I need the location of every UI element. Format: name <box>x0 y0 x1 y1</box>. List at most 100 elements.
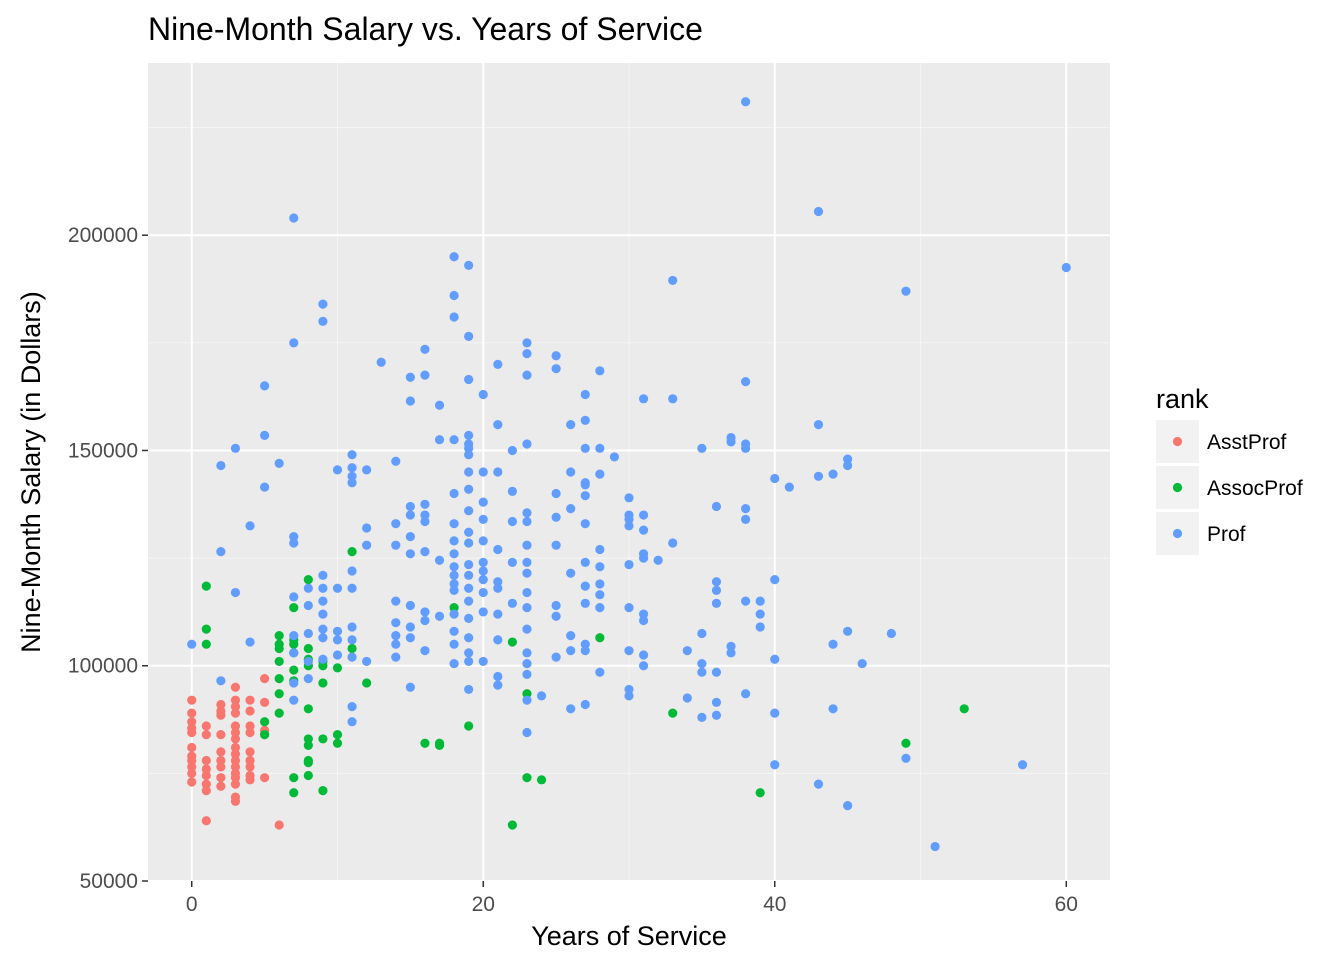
data-point <box>274 656 284 667</box>
data-point <box>274 820 284 830</box>
data-point <box>726 648 736 658</box>
data-point <box>187 639 197 649</box>
data-point <box>362 540 372 550</box>
data-point <box>697 628 707 639</box>
data-point <box>464 656 474 667</box>
data-point <box>755 788 765 798</box>
data-point <box>755 596 765 606</box>
data-point <box>260 717 270 727</box>
data-point <box>274 643 284 654</box>
data-point <box>595 544 605 555</box>
data-point <box>624 559 634 570</box>
data-point <box>770 708 780 718</box>
data-point <box>493 635 503 645</box>
y-tick-label: 150000 <box>68 439 138 462</box>
data-point <box>770 575 780 585</box>
data-point <box>566 704 576 714</box>
data-point <box>580 557 590 568</box>
data-point <box>347 622 357 632</box>
data-point <box>332 465 343 475</box>
data-point <box>391 596 401 606</box>
data-point <box>405 531 415 542</box>
data-point <box>580 443 590 453</box>
x-axis: 0 20 40 60 <box>186 881 1078 916</box>
data-point <box>187 717 197 727</box>
data-point <box>405 510 415 520</box>
data-point <box>201 816 211 826</box>
x-tick-label: 40 <box>763 893 786 916</box>
data-point <box>303 770 313 781</box>
data-point <box>216 676 226 686</box>
data-point <box>595 469 605 479</box>
data-point <box>464 527 474 537</box>
data-point <box>260 730 270 740</box>
data-point <box>289 665 299 675</box>
data-point <box>464 467 474 477</box>
y-tick-label: 200000 <box>68 224 138 247</box>
data-point <box>668 538 678 548</box>
data-point <box>347 450 357 460</box>
data-point <box>230 734 241 744</box>
data-point <box>682 693 692 703</box>
data-point <box>289 648 299 658</box>
data-point <box>595 603 605 613</box>
data-point <box>318 583 328 593</box>
data-point <box>434 738 445 748</box>
data-point <box>187 695 197 705</box>
data-point <box>638 661 649 671</box>
data-point <box>551 652 561 662</box>
data-point <box>230 721 241 731</box>
data-point <box>580 646 590 656</box>
data-point <box>245 762 255 772</box>
data-point <box>216 781 226 791</box>
data-point <box>216 747 226 757</box>
data-point <box>741 376 751 387</box>
data-point <box>624 603 634 613</box>
data-point <box>551 512 561 522</box>
data-point <box>711 585 722 595</box>
data-point <box>813 206 824 217</box>
data-point <box>230 702 241 712</box>
data-point <box>522 540 532 550</box>
data-point <box>449 488 459 499</box>
data-point <box>289 695 299 705</box>
data-point <box>551 540 561 550</box>
data-point <box>303 575 313 585</box>
data-point <box>201 779 211 789</box>
data-point <box>289 603 299 613</box>
data-point <box>464 331 474 341</box>
data-point <box>289 678 299 688</box>
data-point <box>595 590 605 600</box>
data-point <box>901 753 911 763</box>
data-point <box>303 656 313 667</box>
data-point <box>668 275 678 286</box>
data-point <box>741 443 751 453</box>
data-point <box>434 555 445 565</box>
data-point <box>464 430 474 441</box>
data-point <box>580 389 590 400</box>
data-point <box>522 648 532 658</box>
data-point <box>391 631 401 641</box>
data-point <box>522 508 532 518</box>
data-point <box>449 519 459 529</box>
data-point <box>332 626 343 636</box>
data-point <box>332 635 343 645</box>
data-point <box>507 820 517 830</box>
data-point <box>536 691 547 701</box>
data-point <box>726 641 736 651</box>
data-point <box>464 538 474 548</box>
data-point <box>638 510 649 520</box>
data-point <box>405 682 415 692</box>
data-point <box>755 609 765 619</box>
data-point <box>930 841 940 852</box>
data-point <box>230 796 241 806</box>
data-point <box>464 596 474 606</box>
data-point <box>303 583 313 593</box>
data-point <box>332 663 343 673</box>
data-point <box>580 598 590 608</box>
data-point <box>245 521 255 531</box>
data-point <box>449 435 459 445</box>
data-point <box>260 697 270 707</box>
data-point <box>216 773 226 783</box>
data-point <box>420 516 430 527</box>
